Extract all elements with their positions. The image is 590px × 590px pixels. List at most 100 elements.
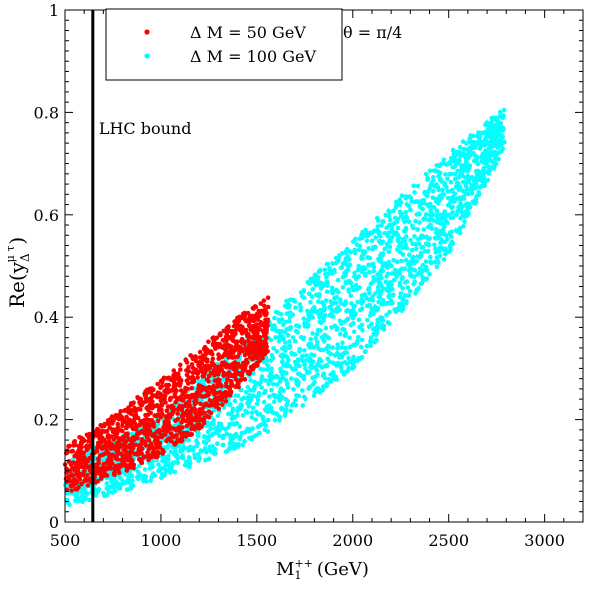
point-dm100: [290, 312, 296, 317]
point-dm100: [464, 213, 470, 219]
point-dm100: [126, 473, 132, 479]
point-dm100: [232, 421, 237, 427]
point-dm50: [135, 395, 141, 401]
point-dm50: [167, 415, 173, 420]
point-dm100: [332, 353, 338, 358]
point-dm100: [168, 467, 174, 473]
point-dm100: [309, 342, 314, 347]
point-dm100: [461, 151, 466, 156]
point-dm100: [220, 425, 226, 431]
point-dm50: [189, 385, 194, 391]
point-dm100: [186, 448, 191, 453]
x-tick-label: 500: [50, 531, 81, 550]
point-dm100: [74, 496, 79, 502]
point-dm100: [481, 165, 487, 171]
point-dm100: [380, 286, 386, 291]
point-dm50: [203, 401, 209, 406]
point-dm100: [308, 336, 314, 342]
point-dm100: [213, 451, 218, 456]
point-dm100: [439, 213, 445, 219]
point-dm50: [235, 354, 240, 359]
point-dm100: [341, 372, 347, 377]
point-dm50: [143, 443, 149, 448]
point-dm50: [154, 394, 160, 400]
point-dm100: [434, 219, 440, 225]
point-dm100: [488, 121, 493, 127]
point-dm50: [161, 424, 166, 430]
point-dm50: [129, 447, 134, 453]
point-dm50: [98, 423, 103, 428]
point-dm100: [364, 343, 370, 349]
point-dm100: [340, 340, 345, 346]
point-dm100: [345, 254, 351, 259]
point-dm50: [153, 441, 159, 447]
point-dm50: [219, 354, 225, 360]
point-dm50: [144, 434, 150, 439]
point-dm100: [316, 346, 321, 351]
point-dm50: [99, 435, 105, 441]
point-dm100: [386, 208, 391, 213]
point-dm100: [208, 426, 213, 432]
point-dm50: [264, 344, 270, 350]
point-dm100: [408, 237, 413, 243]
point-dm50: [250, 365, 255, 371]
point-dm100: [457, 145, 463, 150]
point-dm50: [226, 343, 232, 348]
point-dm100: [404, 214, 410, 220]
point-dm100: [494, 138, 499, 143]
point-dm100: [407, 288, 413, 294]
point-dm100: [449, 240, 454, 245]
point-dm100: [221, 433, 226, 439]
point-dm50: [64, 487, 70, 492]
point-dm100: [316, 299, 321, 304]
point-dm50: [236, 371, 241, 377]
point-dm50: [235, 339, 240, 345]
point-dm100: [350, 320, 356, 326]
point-dm50: [245, 310, 251, 316]
point-dm50: [202, 410, 207, 416]
point-dm50: [183, 418, 188, 424]
point-dm50: [184, 412, 189, 417]
point-dm50: [163, 429, 168, 434]
point-dm50: [124, 414, 129, 420]
point-dm100: [150, 464, 155, 470]
point-dm100: [269, 366, 274, 372]
point-dm100: [215, 430, 220, 436]
point-dm100: [433, 196, 439, 202]
point-dm100: [235, 408, 240, 414]
point-dm100: [319, 387, 324, 393]
point-dm100: [243, 389, 249, 395]
point-dm100: [198, 448, 204, 453]
point-dm50: [101, 470, 107, 475]
point-dm100: [398, 241, 403, 246]
point-dm100: [229, 440, 234, 445]
point-dm100: [499, 142, 504, 148]
point-dm100: [488, 150, 494, 155]
point-dm100: [359, 354, 365, 360]
point-dm100: [434, 208, 440, 213]
point-dm100: [310, 331, 315, 336]
x-axis-title-sup: ++: [294, 557, 312, 570]
point-dm100: [255, 424, 261, 430]
point-dm50: [209, 387, 214, 392]
point-dm100: [447, 249, 452, 254]
point-dm100: [280, 372, 285, 377]
point-dm100: [353, 282, 359, 288]
point-dm50: [74, 472, 79, 477]
point-dm100: [376, 294, 382, 300]
point-dm50: [264, 312, 269, 317]
point-dm100: [343, 280, 349, 286]
point-dm100: [331, 314, 336, 319]
point-dm50: [167, 424, 173, 430]
point-dm100: [269, 409, 274, 415]
point-dm50: [202, 363, 208, 369]
point-dm50: [95, 466, 101, 471]
point-dm100: [87, 497, 92, 503]
point-dm100: [393, 230, 399, 235]
point-dm100: [268, 371, 274, 376]
point-dm100: [428, 254, 433, 260]
point-dm50: [128, 454, 133, 460]
point-dm50: [229, 383, 235, 388]
x-axis-title-sub: 1: [294, 569, 301, 582]
point-dm100: [215, 413, 221, 419]
